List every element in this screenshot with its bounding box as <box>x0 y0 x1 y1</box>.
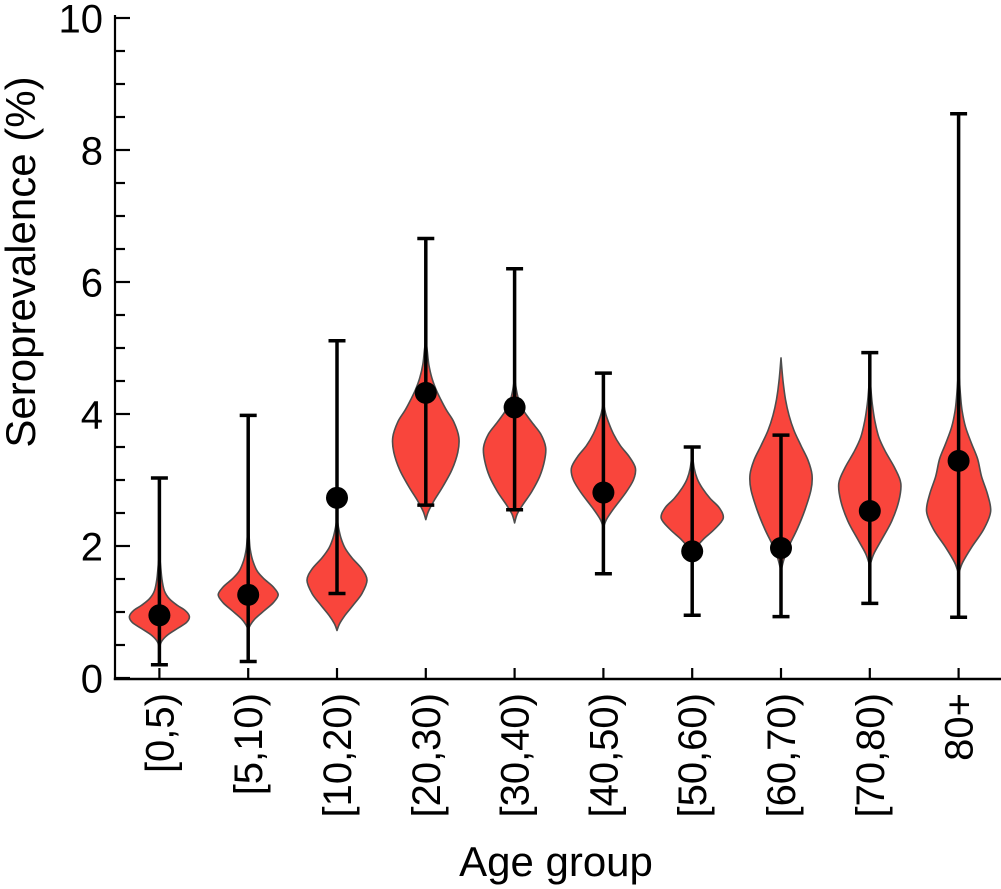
x-category-label: [5,10) <box>227 693 271 795</box>
x-category-label: [0,5) <box>138 693 182 773</box>
violin-group-[50,60) <box>660 445 725 618</box>
violin-group-[30,40) <box>482 267 547 524</box>
y-tick-label: 10 <box>59 0 104 42</box>
violin-layer <box>128 111 992 667</box>
violin-group-[5,10) <box>217 413 279 664</box>
x-category-label: [50,60) <box>671 693 715 818</box>
violin-group-[60,70) <box>748 357 814 619</box>
estimate-dot <box>326 486 348 509</box>
estimate-dot <box>770 536 792 559</box>
violin-group-[20,30) <box>391 236 460 521</box>
y-tick-label: 8 <box>81 130 103 174</box>
y-tick-label: 6 <box>81 262 103 306</box>
violin-group-80+ <box>925 111 992 620</box>
x-category-label: [70,80) <box>849 693 893 818</box>
estimate-dot <box>681 540 704 563</box>
y-tick-label: 0 <box>81 658 103 702</box>
x-axis-title: Age group <box>459 838 653 885</box>
violin-group-[10,20) <box>306 338 368 632</box>
x-category-label: [60,70) <box>760 693 804 818</box>
x-category-label: [20,30) <box>405 693 449 818</box>
violin-group-[40,50) <box>570 371 637 576</box>
estimate-dot <box>858 500 881 523</box>
y-tick-label: 2 <box>81 526 103 570</box>
estimate-dot <box>503 396 526 419</box>
x-category-label: 80+ <box>938 693 982 761</box>
estimate-dot <box>592 481 615 504</box>
x-category-label: [10,20) <box>316 693 360 818</box>
violin-group-[0,5) <box>128 476 191 667</box>
y-tick-label: 4 <box>81 394 103 438</box>
axes-layer: 0 2 4 6 8 10 [0,5) [5,10) [10,20) [20,30) [30,40) [… <box>59 0 1001 818</box>
estimate-dot <box>148 604 171 627</box>
estimate-dot <box>414 381 437 404</box>
estimate-dot <box>237 583 260 606</box>
violin-group-[70,80) <box>837 350 902 606</box>
x-category-label: [30,40) <box>494 693 538 818</box>
estimate-dot <box>947 449 970 472</box>
y-axis-title: Seroprevalence (%) <box>0 76 44 447</box>
x-category-label: [40,50) <box>582 693 626 818</box>
